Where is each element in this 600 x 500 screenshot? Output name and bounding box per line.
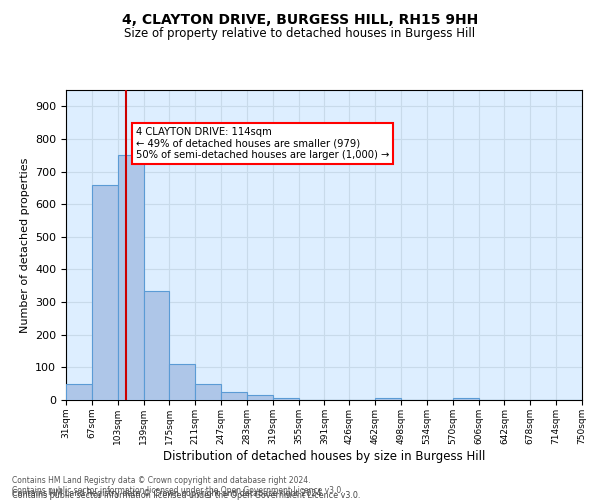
Y-axis label: Number of detached properties: Number of detached properties [20,158,29,332]
Bar [247,395,272,400]
Text: Size of property relative to detached houses in Burgess Hill: Size of property relative to detached ho… [124,28,476,40]
Text: 4, CLAYTON DRIVE, BURGESS HILL, RH15 9HH: 4, CLAYTON DRIVE, BURGESS HILL, RH15 9HH [122,12,478,26]
Bar [143,290,169,400]
Bar [118,156,143,400]
Text: Contains HM Land Registry data © Crown copyright and database right 2024.: Contains HM Land Registry data © Crown c… [12,488,324,498]
Bar [66,384,92,400]
Text: Contains HM Land Registry data © Crown copyright and database right 2024.: Contains HM Land Registry data © Crown c… [12,476,311,485]
Bar [195,384,221,400]
Text: Contains public sector information licensed under the Open Government Licence v3: Contains public sector information licen… [12,486,344,495]
Text: Contains public sector information licensed under the Open Government Licence v3: Contains public sector information licen… [12,491,361,500]
Bar [272,398,299,400]
Bar [221,392,247,400]
X-axis label: Distribution of detached houses by size in Burgess Hill: Distribution of detached houses by size … [163,450,485,462]
Text: 4 CLAYTON DRIVE: 114sqm
← 49% of detached houses are smaller (979)
50% of semi-d: 4 CLAYTON DRIVE: 114sqm ← 49% of detache… [136,127,389,160]
Bar [169,364,195,400]
Bar [453,398,479,400]
Bar [92,184,118,400]
Bar [376,398,401,400]
